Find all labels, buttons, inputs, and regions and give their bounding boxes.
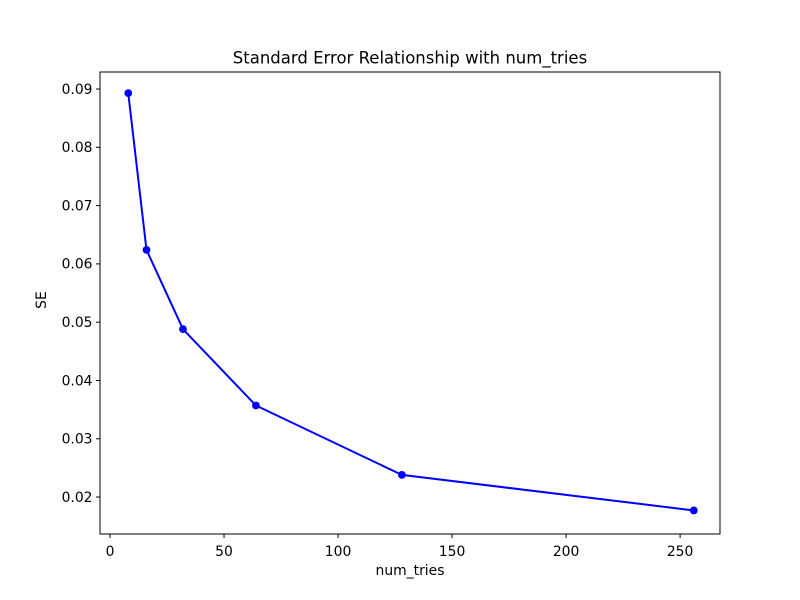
y-tick-label: 0.05 [62,315,93,331]
data-point-marker [142,246,151,254]
data-series [124,89,698,515]
data-point-marker [397,470,406,479]
data-point-marker [124,89,133,97]
axes-frame [99,71,721,535]
y-tick-label: 0.06 [62,257,93,273]
x-axis-label: num_tries [376,563,445,579]
chart-title: Standard Error Relationship with num_tri… [233,49,587,69]
series-line [127,92,694,512]
x-tick-label: 150 [439,544,466,560]
y-tick-label: 0.09 [62,82,93,98]
axis-ticks: 0 50 100 150 200 250 0.02 0.03 0.04 0.05 0.06 0.07 0… [62,82,694,560]
x-tick-label: 0 [106,544,115,560]
x-tick-label: 250 [667,544,694,560]
y-tick-label: 0.04 [62,373,93,389]
x-tick-label: 200 [553,544,580,560]
x-tick-label: 100 [325,544,352,560]
data-point-marker [179,325,187,334]
y-tick-label: 0.07 [62,198,93,214]
x-tick-label: 50 [215,544,233,560]
y-tick-label: 0.08 [62,140,93,156]
plot-area [100,72,720,534]
data-point-marker [689,506,698,515]
y-axis-label: SE [34,291,50,309]
data-point-marker [252,401,260,410]
y-tick-label: 0.03 [62,432,93,448]
y-tick-label: 0.02 [62,490,93,506]
